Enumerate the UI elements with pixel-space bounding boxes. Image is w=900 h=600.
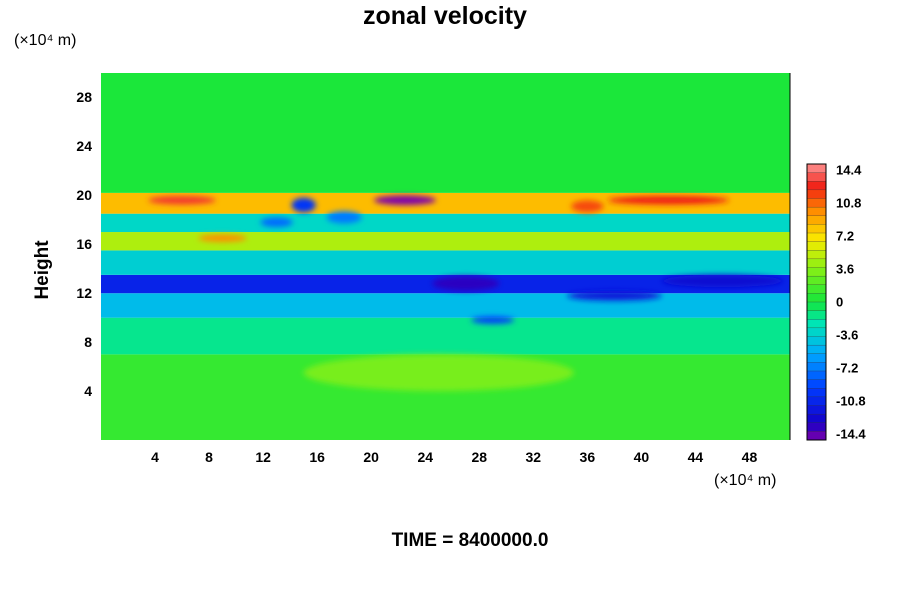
colorbar-segment bbox=[806, 181, 827, 191]
x-tick-label-24: 24 bbox=[417, 449, 434, 465]
colorbar-segment bbox=[806, 267, 827, 277]
colorbar-tick-label: -3.6 bbox=[836, 327, 859, 343]
heatmap-band-4 bbox=[101, 250, 790, 275]
colorbar-segment bbox=[806, 413, 827, 424]
colorbar-segment bbox=[806, 310, 827, 320]
heatmap-feature-0 bbox=[148, 195, 216, 205]
colorbar-segment bbox=[806, 163, 827, 174]
y-tick-label-12: 12 bbox=[76, 285, 92, 302]
x-tick-label-28: 28 bbox=[471, 449, 488, 465]
x-tick-label-8: 8 bbox=[205, 449, 213, 465]
heatmap-feature-7 bbox=[571, 200, 604, 213]
heatmap-band-1 bbox=[101, 317, 790, 355]
colorbar-segment bbox=[806, 224, 827, 234]
colorbar-segment bbox=[806, 431, 827, 441]
chart-title: zonal velocity bbox=[363, 2, 527, 30]
colorbar-segment bbox=[806, 172, 827, 182]
colorbar-segment bbox=[806, 198, 827, 208]
heatmap-band-5 bbox=[101, 232, 790, 251]
y-tick-label-28: 28 bbox=[76, 89, 92, 106]
colorbar-segment bbox=[806, 250, 827, 260]
heatmap-feature-10 bbox=[567, 290, 662, 301]
heatmap-feature-1 bbox=[373, 195, 437, 206]
x-tick-label-20: 20 bbox=[363, 449, 379, 465]
colorbar-segment bbox=[806, 232, 827, 243]
colorbar-segment bbox=[806, 206, 827, 217]
heatmap-feature-2 bbox=[291, 197, 316, 213]
colorbar-segment bbox=[806, 344, 827, 355]
heatmap-feature-12 bbox=[303, 354, 574, 392]
x-tick-label-40: 40 bbox=[633, 449, 650, 465]
y-tick-label-8: 8 bbox=[84, 334, 92, 351]
colorbar-segment bbox=[806, 215, 827, 225]
heatmap-feature-9 bbox=[661, 274, 784, 288]
heatmap-band-6 bbox=[101, 213, 790, 233]
colorbar-segment bbox=[806, 284, 827, 294]
colorbar-segment bbox=[806, 301, 827, 312]
colorbar-tick-label: 3.6 bbox=[836, 261, 855, 277]
colorbar-tick-label: -7.2 bbox=[836, 360, 859, 376]
x-tick-label-16: 16 bbox=[309, 449, 325, 465]
colorbar-segment bbox=[806, 388, 827, 398]
heatmap-feature-11 bbox=[471, 316, 515, 324]
y-tick-label-20: 20 bbox=[76, 187, 92, 204]
colorbar-segment bbox=[806, 327, 827, 337]
heatmap-feature-5 bbox=[198, 234, 247, 242]
colorbar-segment bbox=[806, 362, 827, 372]
colorbar-segment bbox=[806, 319, 827, 329]
colorbar-tick-label: -14.4 bbox=[836, 426, 866, 442]
colorbar-tick-label: 0 bbox=[836, 294, 844, 310]
x-tick-label-12: 12 bbox=[255, 449, 271, 465]
colorbar-segment bbox=[806, 241, 827, 251]
x-tick-label-4: 4 bbox=[151, 449, 159, 465]
colorbar-segment bbox=[806, 275, 827, 286]
colorbar-segment bbox=[806, 370, 827, 381]
heatmap-feature-3 bbox=[326, 211, 362, 224]
y-axis-unit: (×10⁴ m) bbox=[14, 32, 77, 49]
y-tick-label-16: 16 bbox=[76, 236, 92, 253]
heatmap-band-8 bbox=[101, 73, 790, 193]
x-tick-label-48: 48 bbox=[741, 449, 758, 465]
colorbar-tick-label: -10.8 bbox=[836, 393, 866, 409]
heatmap-feature-8 bbox=[431, 276, 500, 291]
colorbar-segment bbox=[806, 396, 827, 406]
y-tick-label-24: 24 bbox=[76, 138, 92, 155]
x-axis-unit: (×10⁴ m) bbox=[714, 472, 777, 489]
colorbar-segment bbox=[806, 189, 827, 199]
time-label: TIME = 8400000.0 bbox=[391, 530, 549, 551]
x-tick-label-36: 36 bbox=[579, 449, 596, 465]
x-tick-label-32: 32 bbox=[525, 449, 542, 465]
heatmap-feature-6 bbox=[607, 195, 730, 205]
colorbar-frame bbox=[806, 163, 827, 441]
colorbar-tick-label: 7.2 bbox=[836, 228, 855, 244]
x-tick-label-44: 44 bbox=[687, 449, 704, 465]
colorbar-segment bbox=[806, 353, 827, 363]
colorbar-segment bbox=[806, 422, 827, 432]
colorbar-segment bbox=[806, 336, 827, 346]
colorbar-tick-label: 14.4 bbox=[836, 162, 862, 178]
heatmap-feature-4 bbox=[260, 217, 293, 228]
heatmap-band-2 bbox=[101, 293, 790, 318]
y-tick-label-4: 4 bbox=[84, 383, 92, 400]
colorbar-segment bbox=[806, 258, 827, 268]
colorbar-segment bbox=[806, 405, 827, 415]
colorbar-tick-label: 10.8 bbox=[836, 195, 862, 211]
colorbar-segment bbox=[806, 379, 827, 389]
colorbar-segment bbox=[806, 293, 827, 303]
